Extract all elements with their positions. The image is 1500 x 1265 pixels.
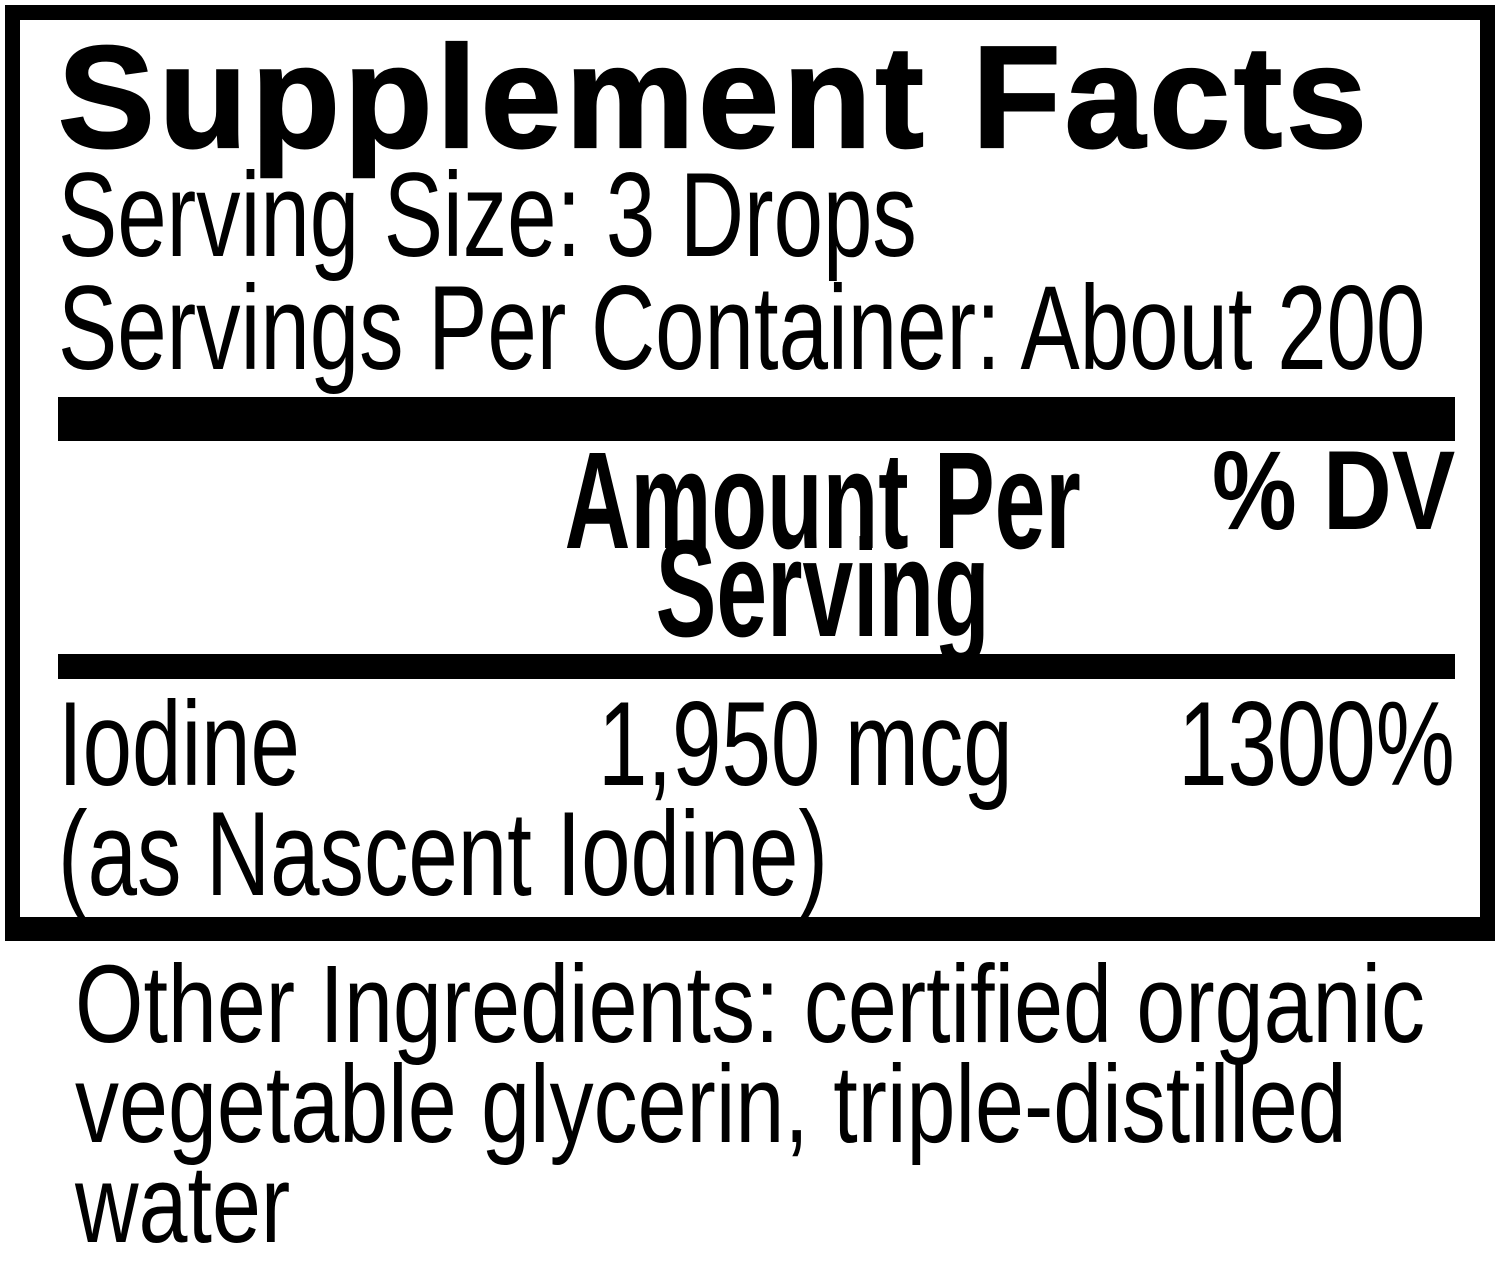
amount-per-serving-header: Amount Per Serving — [564, 424, 1081, 666]
medium-divider-bar — [58, 654, 1455, 679]
panel-title: Supplement Facts — [57, 16, 1371, 178]
servings-per-container-line: Servings Per Container: About 200 — [58, 261, 1426, 395]
serving-size-line: Serving Size: 3 Drops — [58, 148, 917, 282]
column-header-row: Amount Per Serving % DV — [58, 424, 1455, 666]
nutrient-row-line2: (as Nascent Iodine) — [58, 787, 1455, 921]
percent-dv-header: % DV — [1211, 428, 1455, 553]
serving-info-block: Serving Size: 3 Drops Servings Per Conta… — [58, 148, 1455, 395]
nutrient-row-line1: Iodine 1,950 mcg 1300% — [58, 677, 1455, 811]
other-ingredients-text: Other Ingredients: certified organic veg… — [75, 943, 1426, 1265]
nutrient-row: Iodine 1,950 mcg 1300% (as Nascent Iodin… — [58, 677, 1455, 921]
nutrient-name: Iodine — [58, 677, 300, 811]
thick-divider-bar — [58, 397, 1455, 441]
nutrient-amount: 1,950 mcg — [598, 677, 1013, 811]
nutrient-dv: 1300% — [1178, 677, 1455, 811]
supplement-facts-panel: Supplement Facts Serving Size: 3 Drops S… — [5, 5, 1495, 941]
nutrient-name-note: (as Nascent Iodine) — [58, 787, 828, 921]
